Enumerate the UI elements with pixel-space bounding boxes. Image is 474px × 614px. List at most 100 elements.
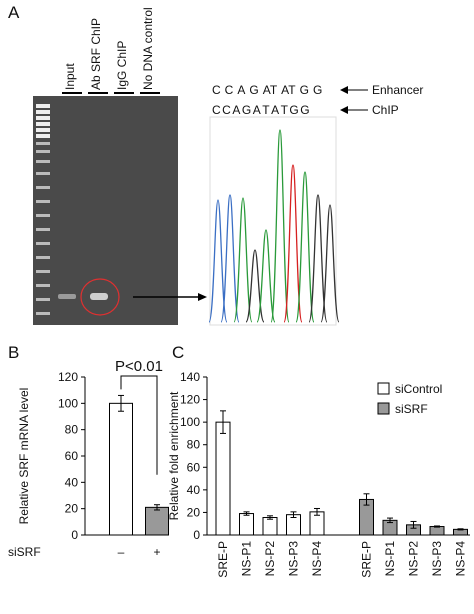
bar: [215, 421, 231, 536]
peak: [270, 129, 290, 323]
sequence-base: C: [212, 103, 221, 117]
ladder-band: [36, 270, 50, 273]
x-tick-label: NS-P1: [240, 541, 254, 577]
sequence-base: A: [253, 103, 261, 117]
sequence-base: A: [232, 103, 240, 117]
y-tick-label: 0: [71, 528, 78, 542]
bar: [262, 517, 278, 536]
legend-swatch: [377, 382, 390, 395]
y-tick-label: 40: [65, 475, 79, 489]
panel-label: B: [8, 343, 19, 362]
sequence-base: T: [262, 103, 270, 117]
y-tick-label: 140: [180, 370, 200, 384]
x-tick-label: NS-P3: [287, 541, 301, 577]
sequence-label: Enhancer: [372, 83, 423, 97]
ladder-band: [36, 214, 50, 217]
sequence-base: G: [300, 103, 309, 117]
ladder-band: [36, 134, 50, 138]
panel-label: C: [172, 343, 184, 362]
bar: [429, 526, 445, 536]
panel-label: A: [8, 3, 20, 22]
x-tick-label: NS-P2: [263, 541, 277, 577]
peak: [256, 229, 276, 323]
ladder-band: [36, 228, 50, 231]
ladder-band: [36, 298, 50, 301]
annotation: P<0.01: [115, 358, 163, 375]
sequence-base: G: [313, 83, 322, 97]
ladder-band: [36, 160, 50, 163]
y-tick-label: 40: [187, 483, 201, 497]
y-tick-label: 0: [193, 528, 200, 542]
y-tick-label: 60: [65, 449, 79, 463]
peak: [320, 204, 340, 323]
y-tick-label: 20: [187, 505, 201, 519]
sequence-base: C: [212, 83, 221, 97]
x-tick-label: SRE-P: [360, 541, 374, 578]
gel-image: [33, 96, 178, 325]
sequence-base: T: [281, 103, 289, 117]
peak: [308, 194, 328, 323]
x-axis-label: siSRF: [8, 545, 41, 559]
lane-label: IgG ChIP: [115, 41, 129, 90]
arrow-head: [198, 293, 207, 301]
ladder-band: [36, 116, 50, 120]
sequence-base: A: [237, 83, 245, 97]
arrow-head: [340, 106, 348, 114]
x-tick-label: –: [118, 545, 125, 559]
sequence-label: ChIP: [372, 103, 399, 117]
gel-band: [58, 294, 76, 299]
y-tick-label: 80: [65, 423, 79, 437]
x-tick-label: NS-P3: [430, 541, 444, 577]
sequence-base: G: [300, 83, 309, 97]
y-tick-label: 120: [58, 370, 78, 384]
sequence-base: AT: [263, 83, 278, 97]
y-tick-label: 100: [180, 415, 200, 429]
ladder-band: [36, 256, 50, 259]
y-axis-label: Relative SRF mRNA level: [17, 388, 31, 525]
sequence-base: AT: [281, 83, 296, 97]
y-tick-label: 80: [187, 438, 201, 452]
peaks: [208, 129, 340, 323]
ladder-band: [36, 142, 50, 145]
peak: [283, 164, 303, 323]
lane-label: Input: [63, 63, 77, 90]
bar: [109, 402, 133, 536]
lane-label: No DNA control: [141, 7, 155, 90]
ladder-band: [36, 104, 50, 108]
ladder-band: [36, 172, 50, 175]
legend-label: siSRF: [395, 402, 428, 416]
ladder-band: [36, 242, 50, 245]
ladder-band: [36, 122, 50, 126]
y-tick-label: 60: [187, 460, 201, 474]
ladder: [36, 104, 50, 315]
sequence-base: G: [249, 83, 258, 97]
peak: [208, 199, 228, 323]
x-tick-label: SRE-P: [216, 541, 230, 578]
ladder-band: [36, 110, 50, 114]
legend-swatch: [377, 402, 390, 415]
x-tick-label: NS-P4: [454, 541, 468, 577]
y-tick-label: 20: [65, 502, 79, 516]
peak: [220, 194, 240, 323]
legend-label: siControl: [395, 382, 442, 396]
y-tick-label: 120: [180, 393, 200, 407]
y-axis-label: Relative fold enrichment: [167, 391, 181, 520]
ladder-band: [36, 128, 50, 132]
ladder-band: [36, 312, 50, 315]
bar: [239, 513, 254, 536]
sequence-base: G: [242, 103, 251, 117]
peak: [233, 197, 253, 323]
sequence-base: A: [271, 103, 279, 117]
significance-bracket: [120, 375, 158, 475]
x-tick-label: NS-P2: [407, 541, 421, 577]
x-tick-label: NS-P4: [310, 541, 324, 577]
ladder-band: [36, 150, 50, 153]
highlight-ellipse: [80, 278, 120, 316]
peak: [295, 171, 315, 323]
arrow-head: [340, 86, 348, 94]
sequence-base: G: [289, 103, 298, 117]
sequence-base: C: [222, 103, 231, 117]
ladder-band: [36, 186, 50, 189]
lane-label: Ab SRF ChIP: [89, 18, 103, 90]
